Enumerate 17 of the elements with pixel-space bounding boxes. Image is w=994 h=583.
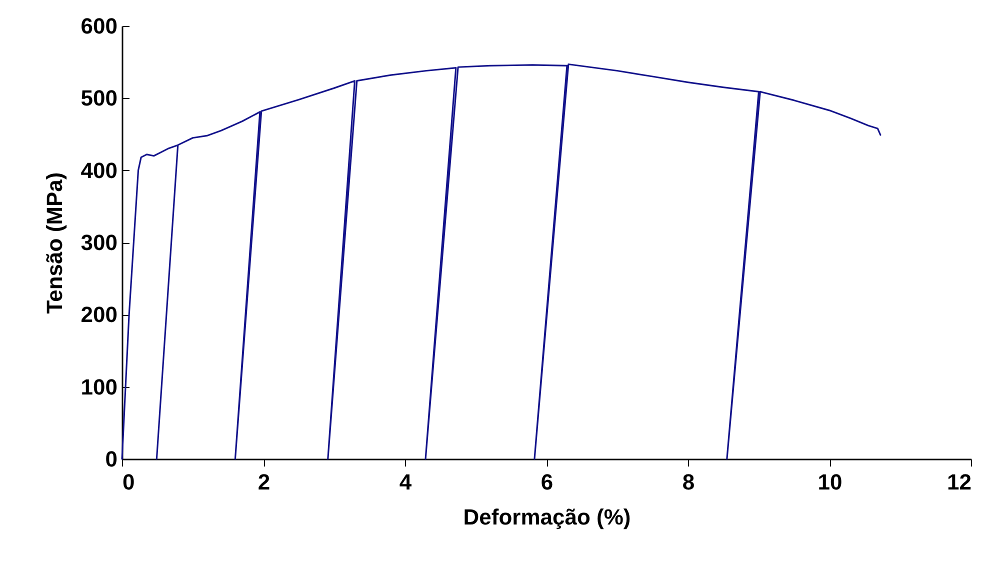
x-tick-label: 2	[258, 470, 270, 494]
y-tick-label: 500	[80, 86, 118, 111]
x-tick-label: 12	[947, 470, 972, 494]
y-tick-label: 0	[105, 446, 118, 472]
y-tick-label: 300	[80, 230, 118, 255]
y-tick-label: 600	[80, 14, 118, 38]
x-axis-title: Deformação (%)	[463, 504, 631, 530]
y-tick-label: 400	[80, 158, 118, 183]
y-tick-label: 100	[80, 374, 118, 400]
x-tick-label: 4	[399, 470, 412, 494]
x-tick-label: 10	[818, 470, 842, 494]
x-tick-label: 0	[122, 470, 135, 494]
y-tick-label: 200	[80, 302, 118, 328]
line-series	[121, 63, 882, 460]
x-tick-label: 8	[682, 470, 695, 494]
y-axis-title: Tensão (MPa)	[42, 172, 67, 314]
x-tick-label: 6	[540, 470, 554, 494]
